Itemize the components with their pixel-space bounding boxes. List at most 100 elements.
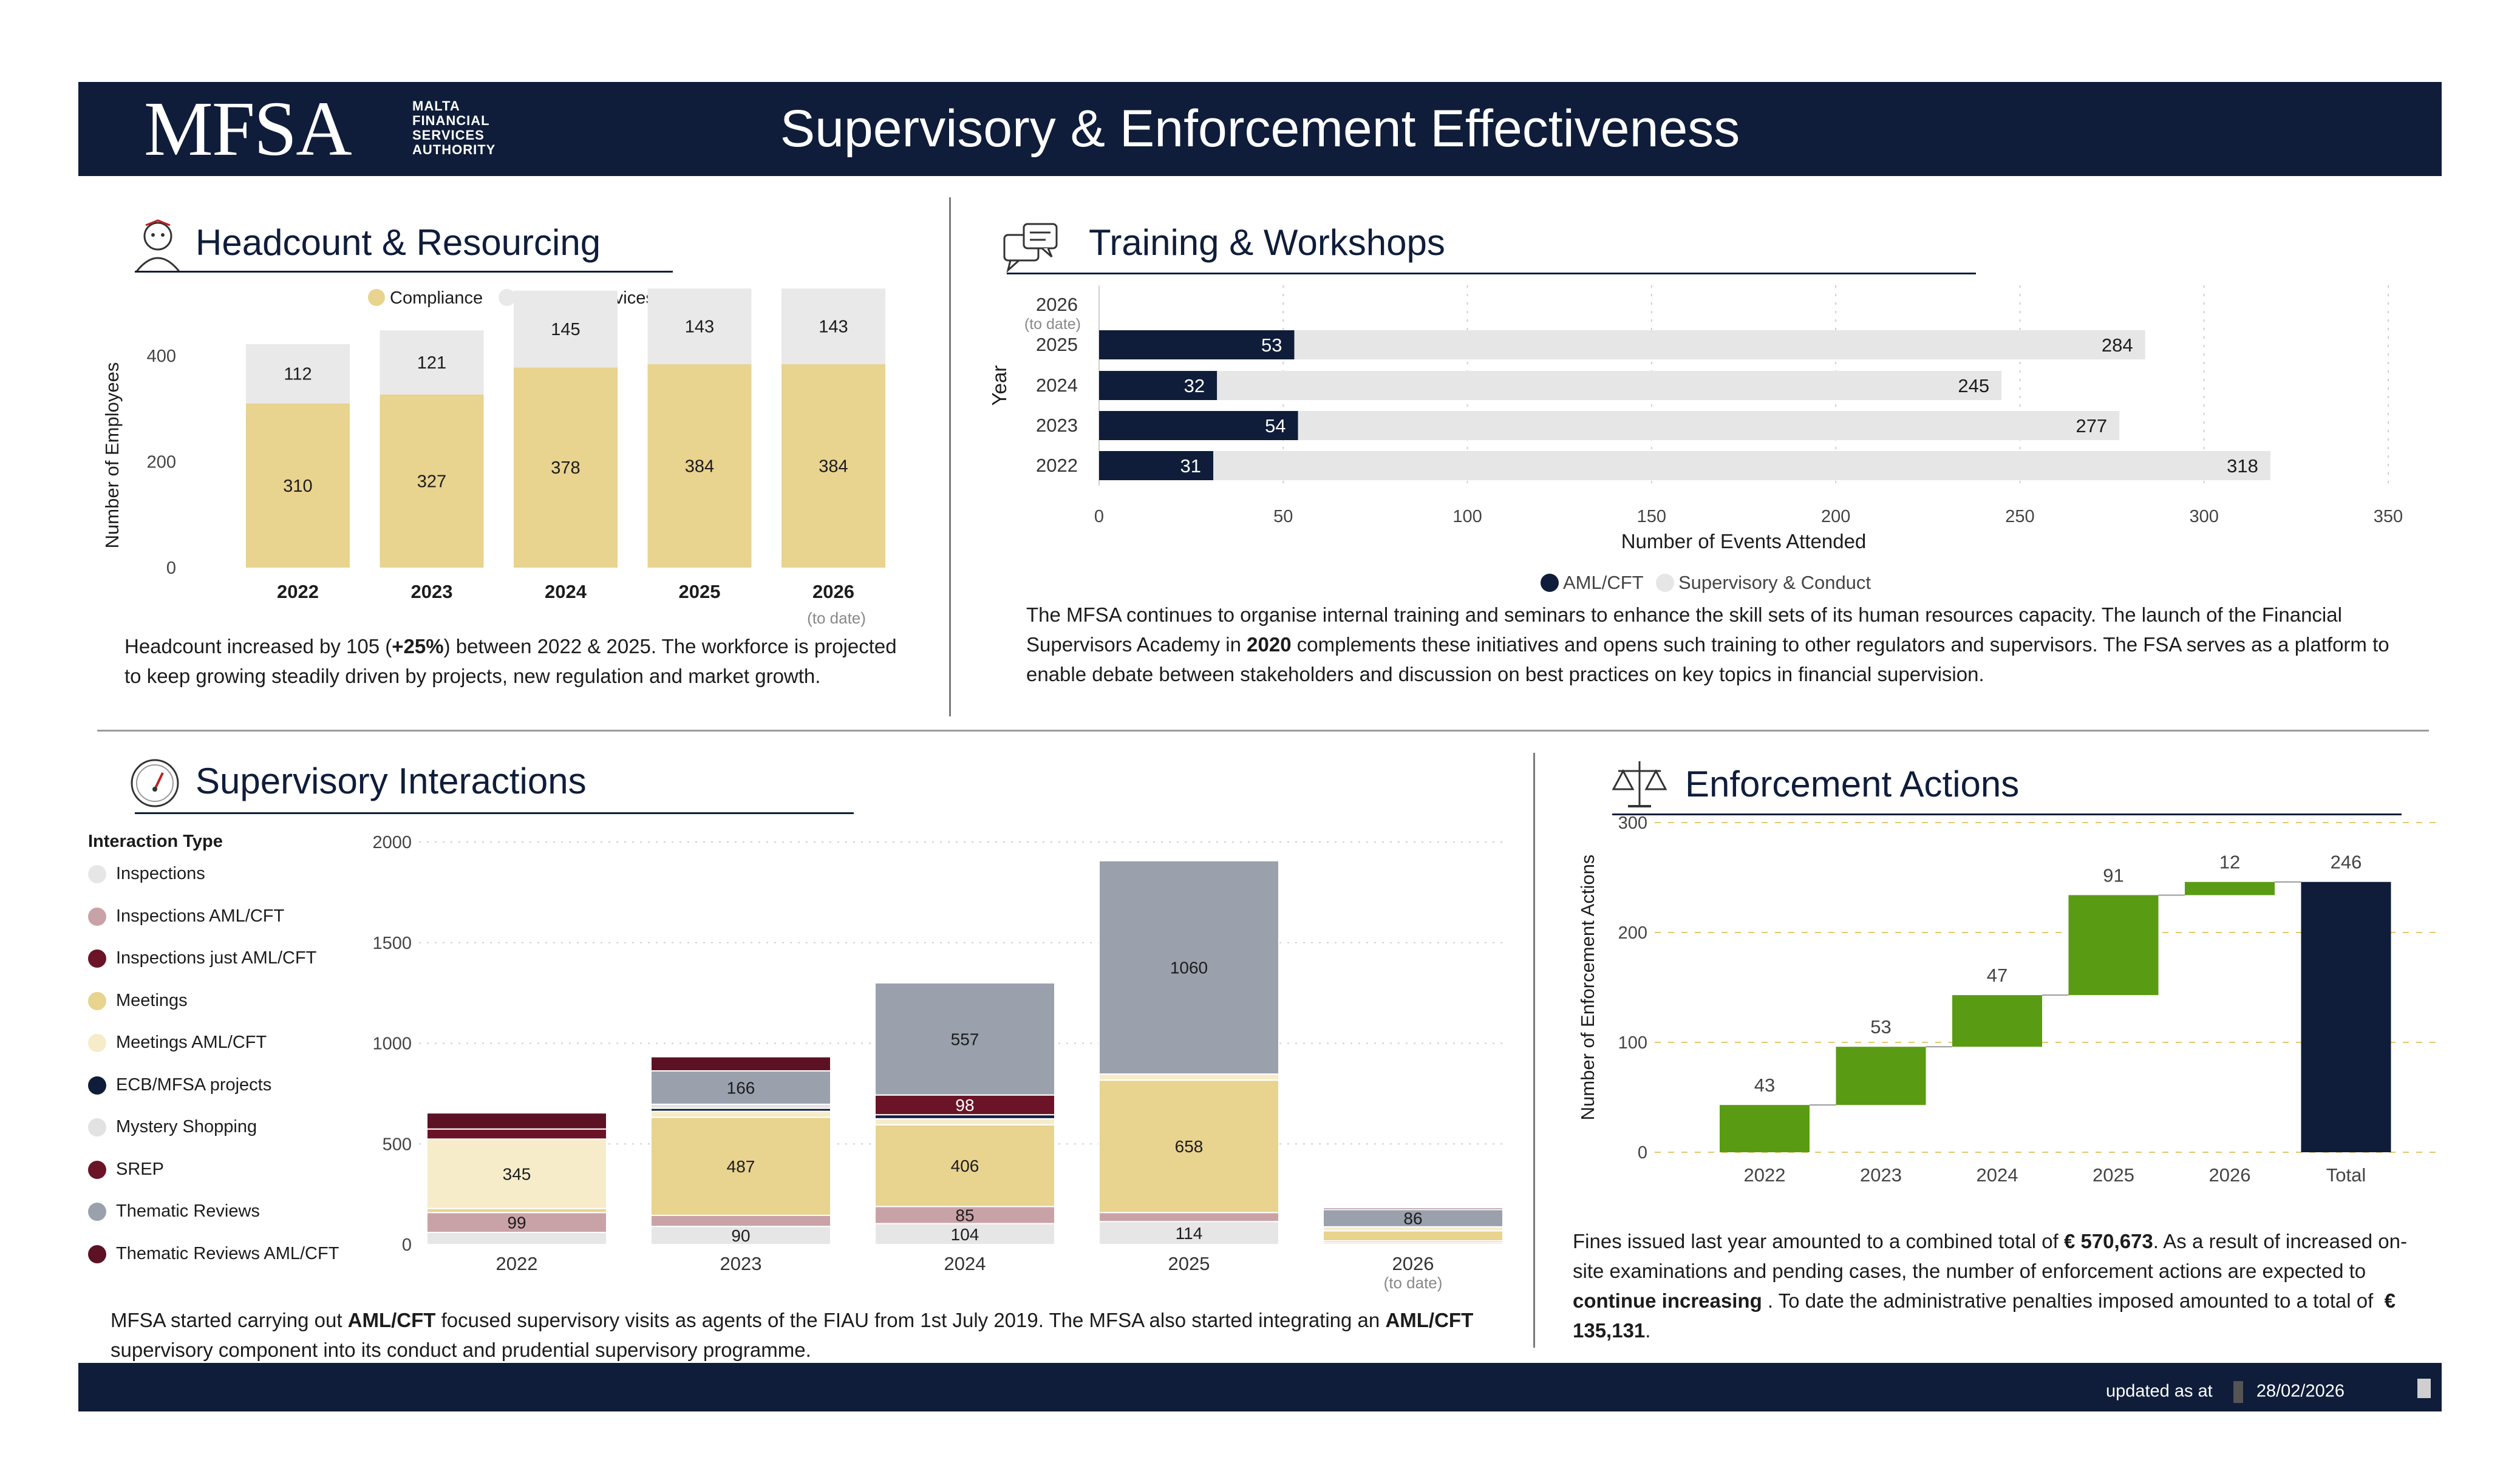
logo-subtitle: MALTA FINANCIAL SERVICES AUTHORITY — [412, 99, 534, 157]
legend-dot-1 — [499, 289, 516, 306]
y-tick-label: 200 — [1618, 923, 1647, 943]
data-label: 32 — [1184, 375, 1205, 396]
updated-date: updated as at 28/02/2026 — [2106, 1381, 2345, 1403]
legend-dot-0 — [368, 289, 385, 306]
x-tick-label: 2025 — [2093, 1164, 2134, 1186]
legend-label: Compliance — [390, 288, 483, 308]
y-tick-label: 1000 — [372, 1034, 412, 1054]
waterfall-bar — [2185, 881, 2275, 895]
data-label: 327 — [417, 472, 446, 491]
legend-dot — [88, 1245, 106, 1263]
legend-label: SREP — [116, 1159, 164, 1179]
data-label: 86 — [1403, 1209, 1422, 1228]
total-bar — [2301, 881, 2391, 1152]
data-label: 85 — [955, 1206, 974, 1224]
legend-item: Inspections just AML/CFT — [88, 948, 316, 968]
training-chart: 0 50 100 150 200 250 300 350 Number of Events At… — [988, 285, 2403, 593]
headcount-text: Headcount increased by 105 (+25%) betwee… — [124, 635, 897, 687]
training-title: Training & Workshops — [1089, 222, 1445, 263]
data-label: 277 — [2076, 415, 2107, 436]
bar-segment — [874, 1223, 1055, 1245]
y-tick-label: 2026 — [1036, 294, 1078, 315]
y-tick-label: 1500 — [372, 934, 412, 953]
bar-segment — [1323, 1230, 1503, 1242]
legend-label: Meetings AML/CFT — [116, 1033, 267, 1052]
bar-support-services — [647, 288, 752, 365]
y-tick-label: 2023 — [1036, 415, 1078, 436]
data-label: 1060 — [1170, 959, 1208, 977]
bar-compliance — [514, 367, 618, 568]
interactions-title: Supervisory Interactions — [196, 761, 587, 801]
header-bar: MFSA MALTA FINANCIAL SERVICES AUTHORITY … — [78, 82, 2442, 176]
bar-segment — [874, 1206, 1055, 1224]
legend-label: Thematic Reviews — [116, 1201, 260, 1221]
bar-supervisory-conduct — [1099, 451, 2270, 480]
interactions-title-underline — [135, 812, 854, 814]
bar-segment — [426, 1138, 607, 1209]
updated-date-value: 28/02/2026 — [2256, 1381, 2345, 1401]
bar-aml-cft — [1099, 411, 1298, 440]
divider-vertical-top — [949, 197, 951, 716]
data-label: 112 — [284, 365, 312, 384]
bar-segment — [874, 1118, 1055, 1126]
legend-title: Interaction Type — [88, 832, 223, 851]
data-label: 310 — [283, 477, 312, 496]
training-text: The MFSA continues to organise internal … — [1026, 603, 2389, 685]
y-tick-label: 2000 — [372, 833, 412, 852]
bar-compliance — [782, 364, 885, 568]
x-tick-label: 2026 — [812, 581, 854, 602]
data-label: 53 — [1870, 1016, 1891, 1038]
x-tick-label: 200 — [1821, 507, 1850, 526]
y-tick-label: 0 — [402, 1235, 412, 1255]
x-tick-label: 2023 — [411, 581, 453, 602]
waterfall-bar — [1720, 1105, 1810, 1152]
scales-icon — [1612, 758, 1667, 811]
data-label: 98 — [955, 1096, 974, 1115]
data-label: 557 — [951, 1030, 979, 1048]
data-label: 54 — [1265, 415, 1286, 436]
x-tick-label: 300 — [2190, 507, 2219, 526]
legend-dot-1 — [1656, 574, 1674, 592]
data-label: 345 — [503, 1164, 531, 1183]
y-tick-label: 2025 — [1036, 334, 1078, 355]
data-label: 90 — [731, 1226, 750, 1245]
legend-item: Inspections — [88, 864, 205, 884]
person-icon — [131, 216, 185, 273]
x-tick-label: 2022 — [1744, 1164, 1786, 1186]
y-tick-label: 2024 — [1036, 375, 1078, 396]
x-tick-label: 2024 — [545, 581, 587, 602]
bar-support-services — [246, 344, 350, 404]
info-icon[interactable] — [2417, 1379, 2431, 1398]
bar-segment — [874, 1094, 1055, 1116]
x-tick-label: Total — [2326, 1164, 2366, 1186]
legend-label: Meetings — [116, 990, 188, 1010]
chat-bubbles-icon — [1002, 222, 1060, 273]
data-label: 378 — [551, 458, 580, 478]
legend-item: SREP — [88, 1160, 164, 1180]
legend-dot — [88, 1118, 106, 1137]
x-tick-label: 2024 — [1977, 1164, 2018, 1186]
data-label: 99 — [507, 1214, 526, 1232]
enforcement-title-underline — [1612, 813, 2402, 815]
x-tick-sublabel: (to date) — [1384, 1274, 1443, 1292]
bar-support-services — [514, 290, 618, 368]
legend-label: Inspections just AML/CFT — [116, 948, 317, 968]
legend-label: AML/CFT — [1563, 572, 1644, 593]
headcount-title-underline — [135, 271, 673, 273]
x-tick-label: 2026 — [1392, 1253, 1434, 1274]
legend-dot — [88, 907, 106, 926]
bar-segment — [1098, 1079, 1279, 1214]
data-label: 143 — [685, 318, 714, 337]
headcount-chart: ComplianceSupport Services0200400Number … — [101, 288, 885, 627]
bar-segment — [426, 1128, 607, 1140]
x-tick-label: 2025 — [679, 581, 721, 602]
bar-segment — [426, 1112, 607, 1130]
bar-segment — [650, 1056, 831, 1072]
y-tick-label: 200 — [147, 453, 176, 472]
bar-segment — [1098, 1073, 1279, 1081]
bar-compliance — [647, 364, 752, 568]
x-tick-label: 250 — [2005, 507, 2034, 526]
data-label: 114 — [1176, 1224, 1203, 1243]
bar-aml-cft — [1099, 451, 1214, 480]
y-tick-sublabel: (to date) — [1024, 316, 1081, 333]
